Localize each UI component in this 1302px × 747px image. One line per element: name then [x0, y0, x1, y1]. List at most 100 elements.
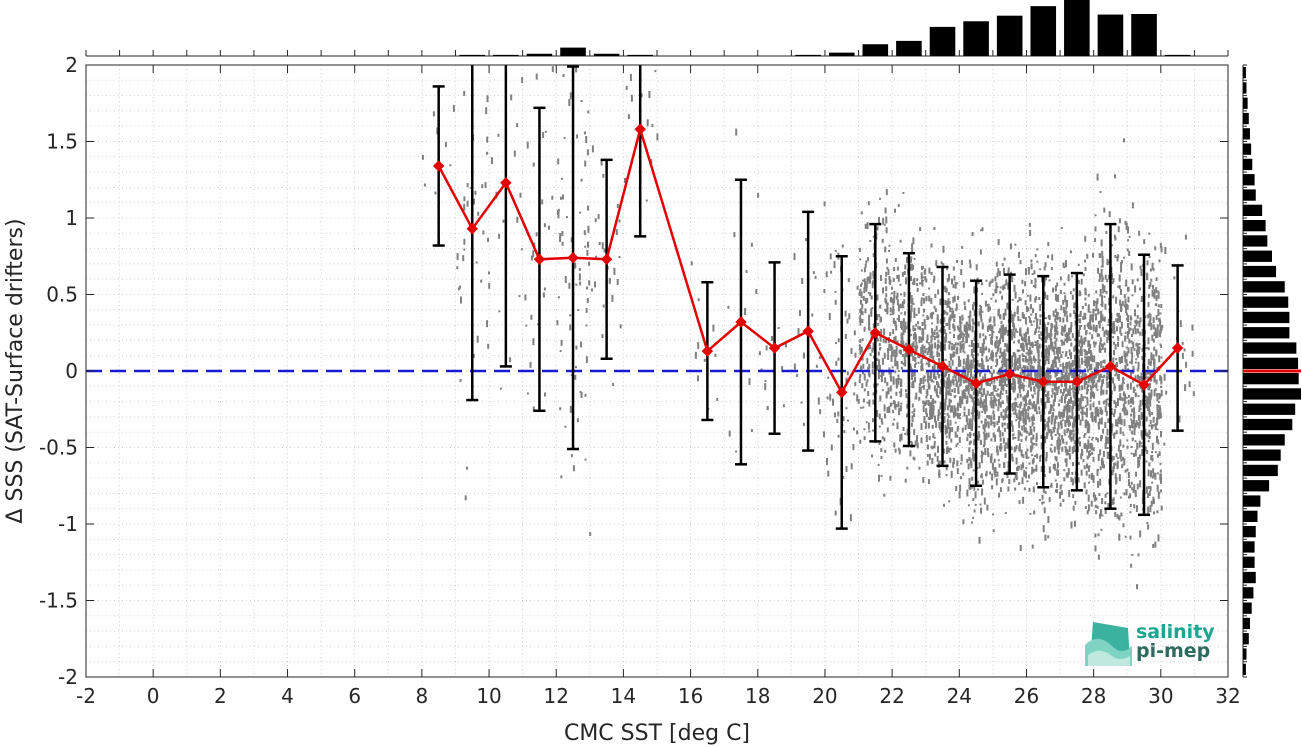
scatter-point	[859, 258, 862, 261]
scatter-point	[995, 403, 998, 407]
scatter-point	[1068, 405, 1071, 413]
scatter-point	[1119, 412, 1122, 420]
scatter-point	[922, 400, 925, 405]
scatter-point	[952, 266, 955, 271]
scatter-point	[959, 378, 962, 386]
scatter-point	[1114, 473, 1117, 479]
scatter-point	[962, 519, 965, 525]
scatter-point	[879, 334, 882, 342]
scatter-point	[1148, 256, 1151, 258]
scatter-point	[969, 383, 972, 389]
scatter-point	[1113, 408, 1116, 414]
scatter-point	[952, 284, 955, 289]
scatter-point	[894, 208, 896, 213]
scatter-point	[1015, 419, 1018, 422]
scatter-point	[906, 256, 908, 263]
scatter-point	[922, 477, 925, 483]
scatter-point	[910, 295, 913, 298]
scatter-point	[937, 414, 940, 418]
scatter-point	[544, 130, 547, 133]
scatter-point	[1119, 362, 1122, 365]
scatter-point	[1049, 404, 1052, 412]
scatter-point	[458, 287, 461, 291]
scatter-point	[1129, 511, 1132, 514]
scatter-point	[1011, 360, 1013, 368]
scatter-point	[975, 264, 978, 271]
scatter-point	[1035, 406, 1038, 412]
scatter-point	[1077, 263, 1080, 266]
scatter-point	[1007, 332, 1010, 336]
scatter-point	[959, 413, 961, 417]
scatter-point	[1089, 453, 1092, 457]
scatter-point	[990, 419, 993, 426]
scatter-point	[966, 395, 969, 398]
scatter-point	[1088, 450, 1090, 458]
scatter-point	[1149, 419, 1152, 424]
scatter-point	[953, 388, 956, 393]
scatter-point	[1114, 369, 1116, 372]
scatter-point	[1086, 396, 1089, 400]
scatter-point	[966, 323, 969, 326]
scatter-point	[1047, 359, 1050, 364]
scatter-point	[983, 432, 986, 434]
scatter-point	[983, 444, 985, 448]
scatter-point	[1025, 322, 1028, 325]
scatter-point	[1047, 314, 1050, 319]
scatter-point	[654, 70, 657, 73]
scatter-point	[949, 457, 952, 463]
scatter-point	[1157, 401, 1160, 403]
scatter-point	[999, 437, 1002, 442]
scatter-point	[956, 460, 959, 467]
x-axis-label: CMC SST [deg C]	[564, 721, 750, 746]
scatter-point	[473, 198, 475, 205]
scatter-point	[1067, 453, 1070, 456]
scatter-point	[1063, 429, 1066, 435]
scatter-point	[1146, 376, 1149, 379]
scatter-point	[1120, 266, 1123, 273]
scatter-point	[943, 404, 946, 407]
scatter-point	[992, 467, 995, 470]
scatter-point	[579, 391, 582, 393]
scatter-point	[912, 357, 915, 361]
scatter-point	[981, 227, 984, 232]
scatter-point	[777, 327, 780, 329]
scatter-point	[933, 275, 936, 281]
scatter-point	[929, 312, 932, 317]
scatter-point	[862, 295, 865, 301]
scatter-point	[909, 450, 912, 457]
scatter-point	[1159, 242, 1162, 248]
scatter-point	[1044, 359, 1047, 365]
scatter-point	[826, 396, 829, 400]
scatter-point	[456, 253, 459, 261]
scatter-point	[1145, 432, 1148, 437]
scatter-point	[982, 347, 985, 354]
error-bar	[634, 65, 647, 238]
scatter-point	[1127, 347, 1130, 354]
scatter-point	[1077, 461, 1080, 465]
scatter-point	[1080, 278, 1083, 285]
scatter-point	[935, 420, 938, 428]
scatter-point	[1023, 371, 1026, 378]
scatter-point	[1073, 386, 1076, 391]
scatter-point	[938, 460, 941, 466]
scatter-point	[1104, 508, 1107, 514]
scatter-point	[1154, 327, 1157, 335]
scatter-point	[782, 404, 785, 408]
scatter-point	[1002, 384, 1005, 392]
scatter-point	[926, 460, 929, 466]
scatter-point	[862, 279, 865, 282]
right-hist-bar	[1243, 281, 1285, 293]
scatter-point	[1059, 485, 1062, 490]
scatter-point	[585, 136, 588, 143]
scatter-point	[1155, 379, 1158, 385]
scatter-point	[914, 336, 917, 342]
scatter-point	[914, 332, 917, 338]
scatter-point	[953, 318, 956, 322]
scatter-point	[965, 385, 968, 392]
scatter-point	[1082, 459, 1085, 463]
scatter-point	[940, 261, 943, 265]
scatter-point	[1007, 406, 1010, 410]
y-tick-label: 0	[65, 359, 78, 383]
scatter-point	[487, 343, 490, 349]
scatter-point	[880, 376, 883, 382]
